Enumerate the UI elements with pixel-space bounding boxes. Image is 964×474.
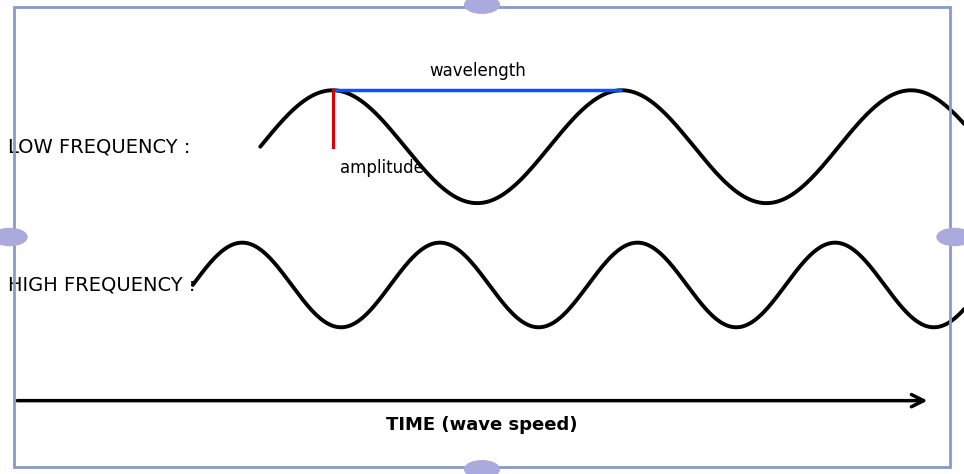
Text: amplitude: amplitude bbox=[340, 159, 424, 177]
Text: HIGH FREQUENCY :: HIGH FREQUENCY : bbox=[8, 275, 195, 294]
Text: TIME (wave speed): TIME (wave speed) bbox=[387, 417, 577, 435]
Text: LOW FREQUENCY :: LOW FREQUENCY : bbox=[8, 137, 190, 156]
Text: wavelength: wavelength bbox=[429, 62, 525, 80]
